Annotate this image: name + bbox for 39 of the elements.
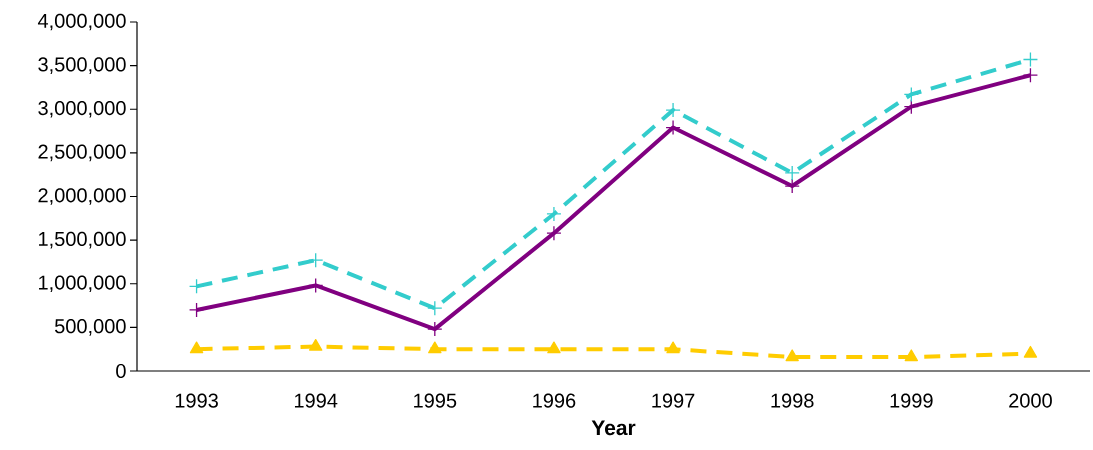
x-tick-label: 1997	[652, 393, 695, 408]
y-tick-label: 500,000	[54, 319, 126, 336]
point	[308, 252, 324, 268]
point	[784, 178, 800, 194]
point	[1023, 345, 1038, 358]
point	[427, 321, 443, 337]
point	[1022, 51, 1039, 68]
point	[784, 165, 800, 181]
point	[188, 302, 205, 318]
y-tick-label: 1,000,000	[39, 275, 126, 293]
point	[308, 338, 323, 351]
point	[665, 119, 681, 136]
y-tick-label: 2,500,000	[38, 144, 126, 162]
x-tick-label: 1993	[175, 393, 218, 408]
point	[428, 341, 442, 354]
x-tick-label: 1999	[890, 393, 933, 408]
x-tick-label: 1995	[414, 393, 457, 408]
point	[546, 225, 562, 241]
y-tick-label: 1,500,000	[39, 231, 126, 249]
y-tick-label: 3,500,000	[38, 57, 126, 74]
point	[308, 277, 324, 294]
x-axis-title: Year	[591, 420, 636, 436]
point	[904, 349, 919, 362]
point	[189, 341, 204, 354]
point	[903, 98, 919, 115]
point	[547, 341, 561, 354]
point	[188, 278, 205, 295]
x-tick-label: 1998	[771, 393, 814, 408]
point	[666, 341, 680, 354]
x-tick-label: 2000	[1009, 393, 1052, 408]
point	[427, 300, 443, 316]
y-tick-label: 3,000,000	[38, 100, 126, 118]
x-tick-label: 1996	[533, 393, 576, 408]
x-tick-label: 1994	[294, 393, 338, 408]
y-tick-label: 2,000,000	[38, 188, 126, 205]
y-tick-label: 0	[116, 363, 126, 379]
point	[1022, 67, 1039, 83]
point	[785, 349, 799, 362]
y-tick-label: 4,000,000	[37, 13, 126, 31]
